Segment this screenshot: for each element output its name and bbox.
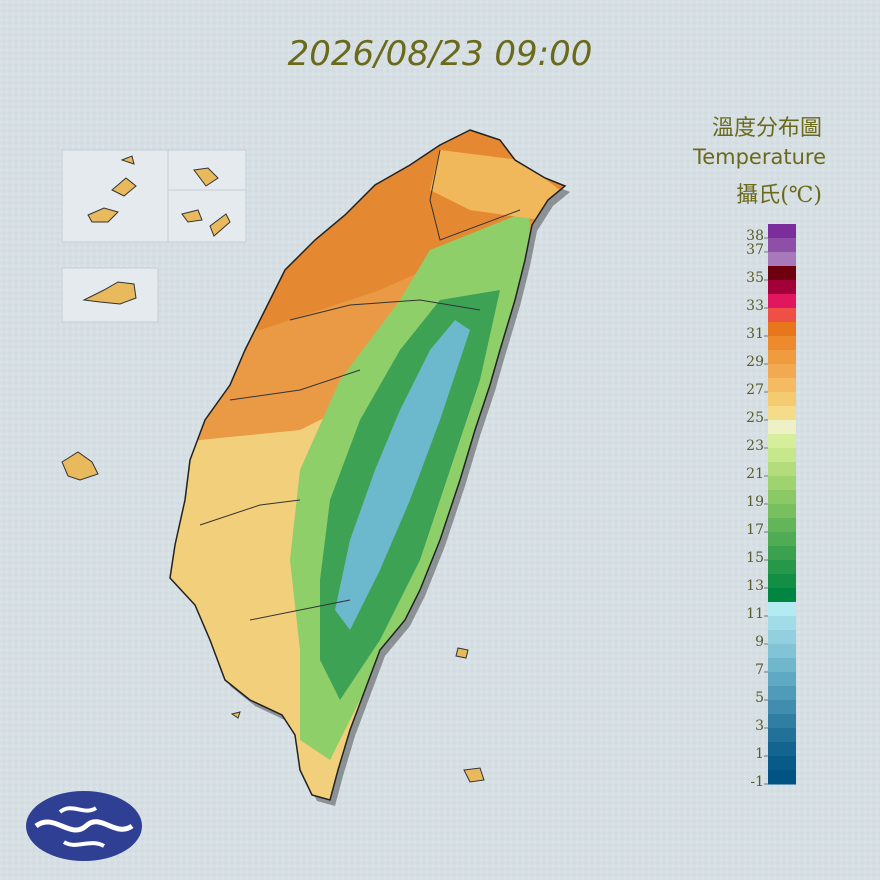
scale-segment <box>768 560 796 575</box>
scale-tick-label: 25 <box>746 410 764 426</box>
scale-tick-label: 15 <box>746 550 764 566</box>
island-insets <box>61 149 247 323</box>
scale-tick-label: 5 <box>755 690 764 706</box>
logo <box>26 791 142 861</box>
scale-tick-label: 3 <box>755 718 764 734</box>
scale-tick-label: 1 <box>755 746 764 762</box>
scale-segment <box>768 742 796 757</box>
scale-segment <box>768 672 796 687</box>
scale-tick-label: 29 <box>746 354 764 370</box>
scale-segment <box>768 546 796 561</box>
scale-segment <box>768 770 796 785</box>
legend-unit: 攝氏(℃) <box>736 183 822 208</box>
scale-segment <box>768 490 796 505</box>
scale-tick-label: 33 <box>746 298 764 314</box>
outer-islands <box>61 451 485 783</box>
scale-tick-label: 21 <box>746 466 764 482</box>
scale-tick-label: 27 <box>746 382 764 398</box>
scale-segment <box>768 252 796 267</box>
scale-tick-label: 17 <box>746 522 764 538</box>
scale-tick-label: 35 <box>746 270 764 286</box>
scale-segment <box>768 700 796 715</box>
scale-segment <box>768 532 796 547</box>
legend-subtitle: Temperature <box>692 145 826 169</box>
legend-title: 溫度分布圖 <box>712 116 822 141</box>
scale-segment <box>768 364 796 379</box>
scale-tick-label: 9 <box>755 634 764 650</box>
scale-segment <box>768 350 796 365</box>
scale-segment <box>768 420 796 435</box>
scale-segment <box>768 630 796 645</box>
scale-segment <box>768 518 796 533</box>
scale-segment <box>768 616 796 631</box>
scale-tick-label: -1 <box>750 774 764 790</box>
scale-segment <box>768 448 796 463</box>
scale-segment <box>768 378 796 393</box>
scale-segment <box>768 406 796 421</box>
scale-segment <box>768 434 796 449</box>
scale-segment <box>768 602 796 617</box>
scale-segment <box>768 392 796 407</box>
scale-segment <box>768 714 796 729</box>
scale-segment <box>768 644 796 659</box>
scale-segment <box>768 476 796 491</box>
scale-segment <box>768 280 796 295</box>
scale-segment <box>768 588 796 603</box>
scale-segment <box>768 504 796 519</box>
scale-segment <box>768 686 796 701</box>
scale-tick-label: 37 <box>746 242 764 258</box>
scale-tick-label: 19 <box>746 494 764 510</box>
scale-tick-label: 31 <box>746 326 764 342</box>
scale-segment <box>768 658 796 673</box>
scale-segment <box>768 308 796 323</box>
scale-segment <box>768 336 796 351</box>
scale-segment <box>768 574 796 589</box>
scale-segment <box>768 238 796 253</box>
map-title: 2026/08/23 09:00 <box>288 34 593 74</box>
scale-segment <box>768 266 796 281</box>
scale-segment <box>768 224 796 239</box>
scale-segment <box>768 756 796 771</box>
scale-tick-label: 7 <box>755 662 764 678</box>
scale-segment <box>768 728 796 743</box>
scale-segment <box>768 322 796 337</box>
scale-segment <box>768 294 796 309</box>
scale-tick-label: 38 <box>746 228 764 244</box>
scale-tick-label: 13 <box>746 578 764 594</box>
scale-tick-label: 23 <box>746 438 764 454</box>
scale-segment <box>768 462 796 477</box>
scale-tick-label: 11 <box>746 606 764 622</box>
